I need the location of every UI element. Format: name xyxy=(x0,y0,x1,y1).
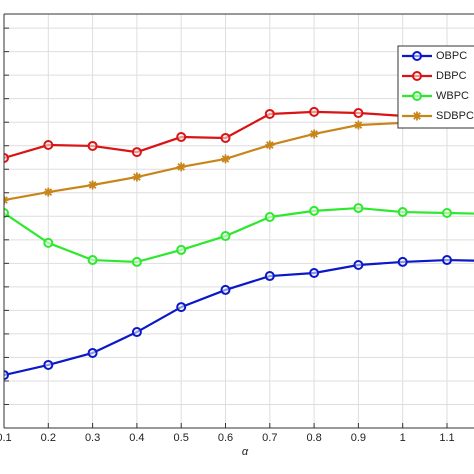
marker xyxy=(442,255,452,266)
marker xyxy=(397,207,408,218)
marker xyxy=(4,152,9,163)
ticks: 0.1 0.2 0.3 0.4 0.5 0.6 0.7 0.8 0.9 1 1.1 xyxy=(0,27,455,444)
x-tick-label: 0.1 xyxy=(0,432,12,444)
marker xyxy=(131,327,142,338)
marker xyxy=(4,208,9,219)
marker xyxy=(265,140,275,150)
marker xyxy=(88,180,98,190)
marker xyxy=(397,256,408,267)
marker xyxy=(264,271,275,282)
x-tick-label: 0.3 xyxy=(85,432,100,444)
marker xyxy=(309,129,319,139)
marker xyxy=(353,120,363,130)
marker xyxy=(442,208,452,219)
marker xyxy=(43,237,54,248)
x-tick-label: 1.1 xyxy=(439,432,454,444)
marker xyxy=(309,106,320,117)
x-tick-label: 0.2 xyxy=(41,432,56,444)
marker xyxy=(220,231,231,242)
marker xyxy=(87,255,98,266)
marker xyxy=(176,132,187,143)
marker xyxy=(176,162,186,172)
legend-label: OBPC xyxy=(436,50,467,62)
marker xyxy=(221,154,230,164)
marker xyxy=(4,370,9,381)
x-tick-label: 0.5 xyxy=(174,432,189,444)
marker xyxy=(309,205,320,216)
marker xyxy=(412,91,422,101)
x-tick-label: 0.8 xyxy=(306,432,321,444)
x-axis-label: α xyxy=(242,446,249,458)
legend-label: DBPC xyxy=(436,70,467,82)
marker xyxy=(87,347,98,358)
marker xyxy=(176,302,187,313)
plot-area xyxy=(4,106,474,381)
marker xyxy=(264,212,275,223)
legend: OBPC DBPC WBPC SDBPC xyxy=(397,45,474,129)
marker xyxy=(412,71,422,81)
marker xyxy=(131,147,142,158)
x-tick-label: 0.9 xyxy=(351,432,366,444)
marker xyxy=(176,244,187,255)
marker xyxy=(220,284,231,295)
series-line xyxy=(4,258,474,377)
legend-box xyxy=(397,45,474,129)
x-tick-label: 1 xyxy=(400,432,406,444)
marker xyxy=(353,108,364,119)
marker xyxy=(43,140,54,151)
marker xyxy=(353,259,364,270)
x-tick-label: 0.6 xyxy=(218,432,233,444)
marker xyxy=(220,132,231,143)
marker xyxy=(43,187,53,197)
series-line xyxy=(4,206,474,264)
marker xyxy=(87,140,98,151)
x-tick-label: 0.4 xyxy=(129,432,144,444)
marker xyxy=(353,203,364,214)
marker xyxy=(132,172,142,182)
series-line xyxy=(4,121,474,202)
marker xyxy=(43,359,54,370)
marker xyxy=(264,108,275,119)
marker xyxy=(131,256,142,267)
marker xyxy=(412,111,422,121)
marker xyxy=(309,267,320,278)
x-tick-label: 0.7 xyxy=(262,432,277,444)
legend-label: WBPC xyxy=(436,90,469,102)
marker xyxy=(412,51,422,61)
legend-label: SDBPC xyxy=(436,110,474,122)
